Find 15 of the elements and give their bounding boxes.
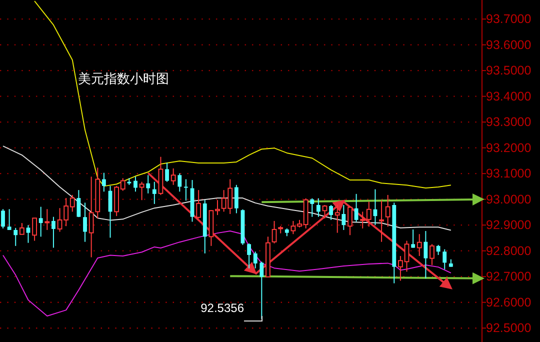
y-tick-label: 92.7000 [486, 270, 532, 284]
y-tick-label: 93.3000 [486, 115, 532, 130]
y-tick-label: 93.2000 [486, 140, 532, 155]
annotation: 92.5356 [200, 301, 244, 315]
y-tick-label: 92.8000 [486, 244, 532, 258]
y-tick-label: 93.5000 [486, 64, 532, 78]
y-tick-label: 93.7000 [486, 12, 532, 26]
y-tick-label: 93.0000 [486, 192, 532, 206]
y-tick-label: 92.5000 [486, 321, 532, 336]
y-tick-label: 93.1000 [486, 166, 532, 181]
text: 美元指数小时图 [78, 71, 169, 87]
y-tick-label: 92.6000 [486, 295, 532, 310]
y-tick-label: 93.4000 [486, 89, 532, 104]
y-tick-label: 93.6000 [486, 38, 532, 52]
y-tick-label: 92.9000 [486, 218, 532, 232]
